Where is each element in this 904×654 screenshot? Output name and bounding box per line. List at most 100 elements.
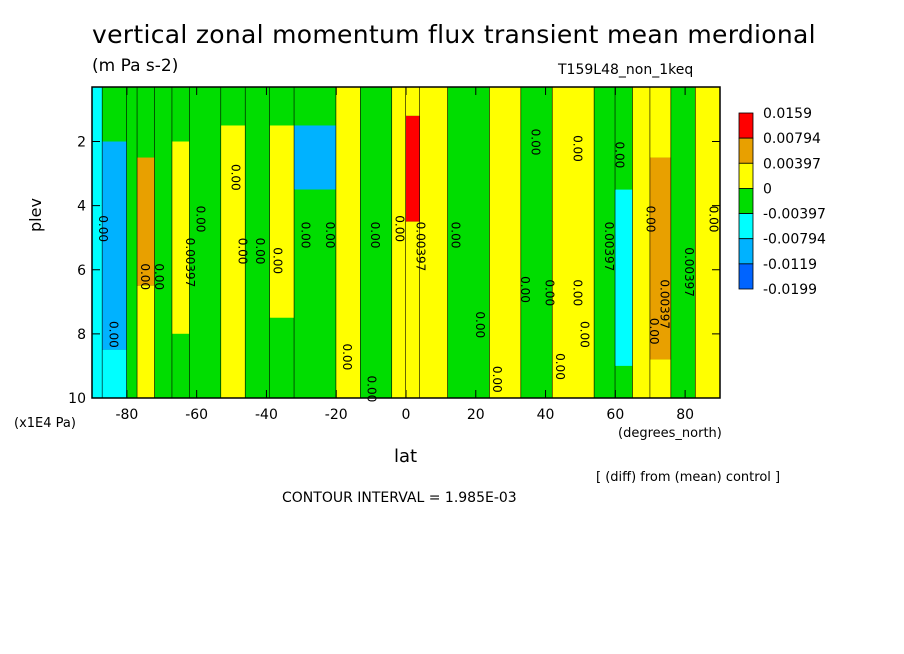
contour-cell-2-0 <box>126 87 138 398</box>
contour-label-9: 0.00 <box>368 222 382 249</box>
contour-label-18: 0.00 <box>707 206 721 233</box>
contour-cell-9-1 <box>269 125 295 318</box>
contour-cell-24-0 <box>671 87 696 398</box>
contour-cell-1-1 <box>102 141 127 350</box>
contour-cell-14-0 <box>406 87 420 116</box>
contour-cell-16-0 <box>447 87 490 398</box>
legend-swatch-6 <box>738 263 754 290</box>
legend-label-7: -0.0199 <box>763 282 817 298</box>
legend-swatch-3 <box>738 188 754 214</box>
contour-cell-3-2 <box>137 285 155 398</box>
contour-label-30: 0.00 <box>577 321 591 348</box>
contour-cell-25-0 <box>695 87 720 398</box>
legend-label-4: -0.00397 <box>763 207 826 223</box>
legend-label-0: 0.0159 <box>763 106 812 122</box>
contour-cell-4-0 <box>154 87 173 398</box>
contour-label-21: 0.00 <box>138 263 152 290</box>
contour-cell-21-1 <box>615 189 633 366</box>
contour-cell-14-2 <box>406 221 420 398</box>
contour-label-17: 0.00 <box>644 206 658 233</box>
contour-label-8: 0.00 <box>323 222 337 249</box>
contour-cell-20-0 <box>594 87 616 398</box>
contour-label-2: 0.00 <box>194 206 208 233</box>
contour-cell-3-1 <box>137 157 155 286</box>
y-tick-label-0: 2 <box>77 135 86 151</box>
contour-cell-15-0 <box>419 87 448 398</box>
contour-cell-0-0 <box>92 87 103 206</box>
contour-cell-5-2 <box>172 333 190 398</box>
y-tick-label-2: 6 <box>77 263 86 279</box>
contour-cell-7-1 <box>221 125 246 398</box>
contour-cell-1-0 <box>102 87 127 142</box>
contour-cell-23-2 <box>650 359 672 398</box>
x-tick-label-8: 80 <box>676 407 694 423</box>
y-tick-label-3: 8 <box>77 327 86 343</box>
y-tick-label-1: 4 <box>77 199 86 215</box>
contour-label-27: 0.00 <box>518 276 532 303</box>
contour-label-0: 0.00 <box>229 164 243 191</box>
x-tick-label-4: 0 <box>402 407 411 423</box>
contour-label-6: 0.00 <box>270 247 284 274</box>
contour-cell-3-0 <box>137 87 155 158</box>
run-id-label: T159L48_non_1keq <box>558 62 694 78</box>
chart-title: vertical zonal momentum flux transient m… <box>92 20 816 49</box>
contour-label-22: 0.00 <box>152 263 166 290</box>
chart-units: (m Pa s-2) <box>92 56 179 76</box>
contour-cell-12-1 <box>360 141 393 398</box>
x-tick-label-1: -60 <box>185 407 208 423</box>
x-tick-label-0: -80 <box>115 407 138 423</box>
contour-cell-23-0 <box>650 87 672 158</box>
x-tick-label-6: 40 <box>537 407 555 423</box>
legend-label-1: 0.00794 <box>763 131 821 147</box>
contour-cell-21-2 <box>615 365 633 398</box>
contour-cell-10-0 <box>294 87 337 126</box>
x-axis-label: lat <box>394 446 418 467</box>
x-tick-label-3: -20 <box>325 407 348 423</box>
contour-interval-label: CONTOUR INTERVAL = 1.985E-03 <box>282 490 517 506</box>
x-tick-label-2: -40 <box>255 407 278 423</box>
contour-label-19: 0.00397 <box>682 247 696 297</box>
x-tick-label-7: 60 <box>606 407 624 423</box>
contour-label-13: 0.00 <box>529 129 543 156</box>
contour-cell-12-0 <box>360 87 393 142</box>
contour-cell-0-1 <box>92 205 103 398</box>
contour-label-11: 0.00397 <box>413 222 427 272</box>
contour-cell-22-0 <box>632 87 651 398</box>
legend-swatch-0 <box>738 112 754 139</box>
contour-cell-21-0 <box>615 87 633 190</box>
contour-cell-8-0 <box>245 87 270 398</box>
contour-label-3: 0.00397 <box>183 238 197 288</box>
contour-cell-6-0 <box>189 87 222 398</box>
y-tick-label-4: 10 <box>68 391 86 407</box>
contour-label-4: 0.00 <box>236 238 250 265</box>
contour-cell-19-0 <box>552 87 595 398</box>
contour-label-1: 0.00 <box>96 215 110 242</box>
legend-label-6: -0.0119 <box>763 257 817 273</box>
contour-label-23: 0.00 <box>106 321 120 348</box>
contour-cell-17-0 <box>489 87 522 398</box>
legend-swatch-5 <box>738 238 754 265</box>
legend-label-3: 0 <box>763 181 772 197</box>
contour-cell-10-2 <box>294 189 337 398</box>
legend-swatch-1 <box>738 137 754 164</box>
contour-cell-9-0 <box>269 87 295 126</box>
y-axis-units: (x1E4 Pa) <box>14 416 76 431</box>
contour-label-16: 0.00397 <box>602 222 616 272</box>
contour-label-26: 0.00 <box>473 311 487 338</box>
contour-label-14: 0.00 <box>570 135 584 162</box>
difference-note: [ (diff) from (mean) control ] <box>596 470 781 485</box>
x-tick-label-5: 20 <box>467 407 485 423</box>
contour-label-12: 0.00 <box>448 222 462 249</box>
contour-cell-18-0 <box>521 87 553 398</box>
contour-cell-14-1 <box>406 115 420 222</box>
contour-label-32: 0.00 <box>647 318 661 345</box>
contour-label-24: 0.00 <box>340 343 354 370</box>
contour-label-28: 0.00 <box>543 279 557 306</box>
contour-cell-9-2 <box>269 317 295 398</box>
x-axis-units: (degrees_north) <box>618 426 722 441</box>
legend-label-5: -0.00794 <box>763 232 826 248</box>
contour-label-7: 0.00 <box>298 222 312 249</box>
contour-label-5: 0.00 <box>253 238 267 265</box>
contour-cell-10-1 <box>294 125 337 190</box>
contour-cell-5-0 <box>172 87 190 142</box>
